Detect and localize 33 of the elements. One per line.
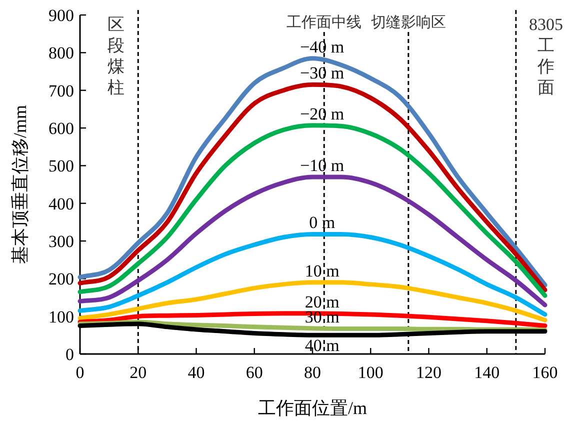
x-tick-label: 100 xyxy=(358,363,384,382)
series-label: 20 m xyxy=(304,292,340,312)
line-series xyxy=(78,311,548,328)
x-tick-label: 20 xyxy=(130,363,147,382)
x-tick-label: 40 xyxy=(188,363,205,382)
ref-line-label: 切缝影响区 xyxy=(370,14,446,31)
series-label: 40 m xyxy=(304,336,340,356)
y-tick-label: 800 xyxy=(48,44,74,63)
x-tick-label: 140 xyxy=(474,363,500,382)
y-tick-label: 0 xyxy=(66,345,74,364)
x-axis-title: 工作面位置/m xyxy=(258,398,368,418)
y-tick-label: 600 xyxy=(48,119,74,138)
x-tick-label: 160 xyxy=(532,363,558,382)
series-label: −40 m xyxy=(300,37,344,56)
y-tick-label: 200 xyxy=(48,270,74,289)
x-tick-label: 80 xyxy=(304,363,321,382)
series-label: −10 m xyxy=(300,156,344,175)
y-tick-label: 700 xyxy=(48,81,74,100)
x-tick-label: 60 xyxy=(246,363,263,382)
line-series xyxy=(78,123,548,298)
y-tick-label: 900 xyxy=(48,6,74,25)
y-axis-title: 基本顶垂直位移/mm xyxy=(10,104,30,264)
ref-line-label: 8305工作面 xyxy=(528,15,563,97)
series-label: 10 m xyxy=(304,261,340,280)
line-series xyxy=(78,174,548,308)
y-tick-label: 300 xyxy=(48,232,74,251)
x-tick-label: 120 xyxy=(416,363,442,382)
ref-line-label: 区段煤柱 xyxy=(108,15,125,97)
y-tick-label: 100 xyxy=(48,307,74,326)
y-tick-label: 400 xyxy=(48,194,74,214)
line-series xyxy=(78,280,548,322)
y-tick-label: 500 xyxy=(48,156,74,176)
ref-line-label: 工作面中线 xyxy=(286,14,362,31)
